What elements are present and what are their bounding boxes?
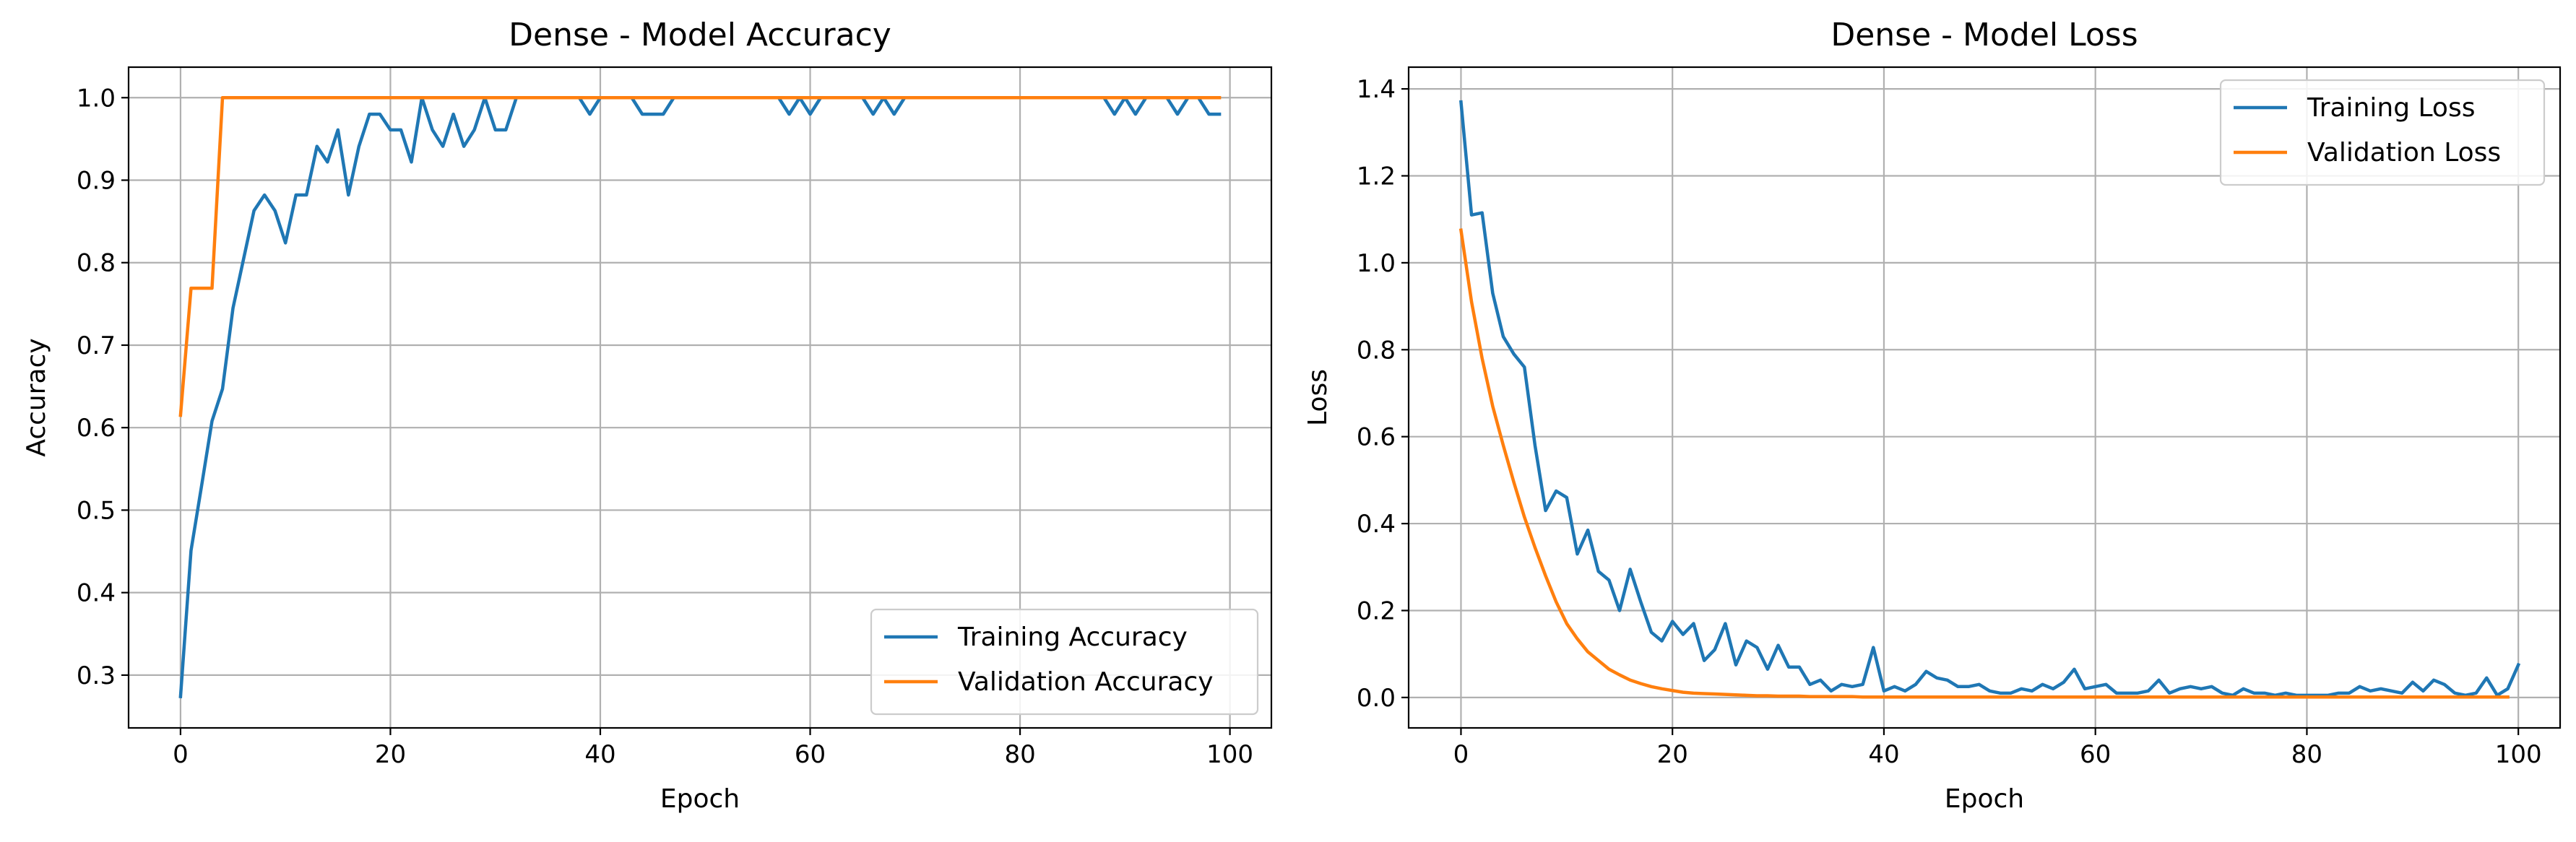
axes-frame: [127, 66, 1273, 729]
x-axis-label: Epoch: [1945, 784, 2024, 814]
series-line-training-loss: [1459, 100, 2521, 698]
axes-frame: [1407, 66, 2562, 729]
y-tick-label: 0.2: [1357, 596, 1396, 625]
y-tick-label: 0.4: [77, 579, 116, 608]
x-tick-label: 80: [1004, 740, 1035, 769]
y-axis-label: Accuracy: [22, 338, 51, 456]
legend-frame: [2219, 79, 2546, 186]
x-tick-label: 80: [2291, 740, 2322, 769]
x-tick-label: 60: [795, 740, 826, 769]
x-tick-label: 40: [1868, 740, 1899, 769]
y-tick-label: 0.7: [77, 331, 116, 360]
x-tick-label: 20: [1657, 740, 1688, 769]
y-axis-label: Loss: [1303, 369, 1333, 426]
chart-accuracy: 0 20 40 60 80 100 0.3 0.4 0.5 0.6 0.7 0.8 0.9 1.0 Dens…: [22, 17, 1273, 814]
x-tick-label: 0: [1453, 740, 1469, 769]
y-tick-label: 0.5: [77, 496, 116, 525]
legend: Training Accuracy Validation Accuracy: [870, 608, 1259, 716]
x-tick-label: 60: [2080, 740, 2111, 769]
y-tick-label: 0.0: [1357, 684, 1396, 713]
chart-title: Dense - Model Accuracy: [509, 17, 891, 53]
legend: Training Loss Validation Loss: [2219, 79, 2546, 186]
legend-label: Training Loss: [2307, 93, 2475, 123]
y-tick-label: 1.4: [1357, 75, 1396, 104]
y-tick-label: 0.9: [77, 166, 116, 195]
y-tick-label: 1.0: [1357, 249, 1396, 278]
y-tick-label: 0.6: [77, 414, 116, 443]
y-tick-label: 0.6: [1357, 423, 1396, 452]
series-line-validation-accuracy: [178, 96, 1222, 417]
x-tick-label: 100: [1206, 740, 1253, 769]
y-tick-label: 0.8: [1357, 336, 1396, 365]
x-tick-label: 0: [173, 740, 189, 769]
y-tick-label: 1.0: [77, 84, 116, 113]
y-tick-label: 0.3: [77, 661, 116, 690]
y-tick-label: 0.8: [77, 249, 116, 278]
series-line-training-accuracy: [178, 96, 1222, 698]
x-tick-label: 40: [584, 740, 615, 769]
x-axis-label: Epoch: [660, 784, 740, 814]
legend-label: Training Accuracy: [957, 622, 1188, 652]
legend-label: Validation Loss: [2307, 138, 2501, 168]
chart-loss: 0 20 40 60 80 100 0.0 0.2 0.4 0.6 0.8 1.0 1.2 1.4 Dens…: [1303, 17, 2562, 814]
y-tick-label: 1.2: [1357, 162, 1396, 191]
series-line-validation-loss: [1458, 228, 2510, 699]
y-tick-label: 0.4: [1357, 510, 1396, 539]
x-tick-label: 20: [375, 740, 406, 769]
legend-frame: [870, 608, 1259, 716]
x-tick-label: 100: [2495, 740, 2542, 769]
legend-label: Validation Accuracy: [958, 667, 1214, 697]
chart-title: Dense - Model Loss: [1831, 17, 2138, 53]
